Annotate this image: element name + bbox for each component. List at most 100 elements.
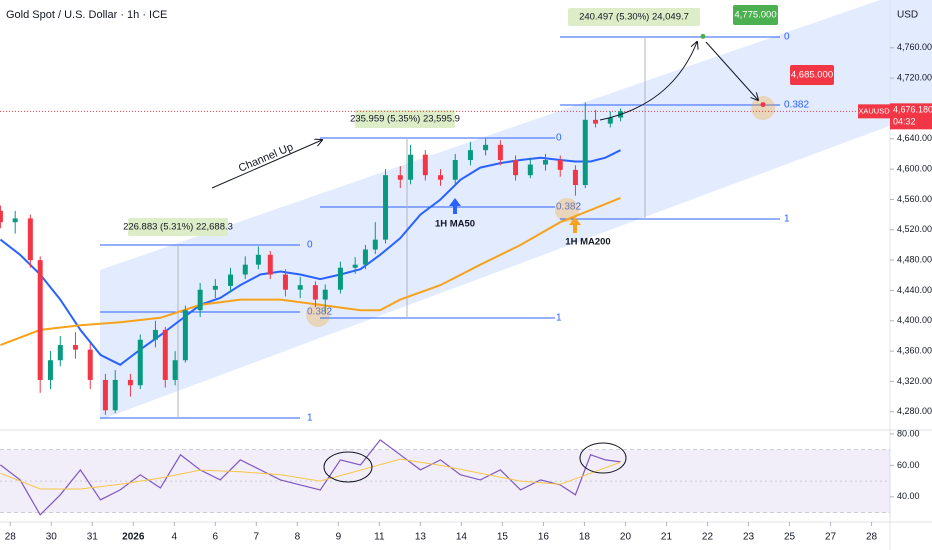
candle-body [162,329,168,380]
target-point [700,33,706,39]
y-tick-label: 4,400.000 [897,315,932,325]
candle-body [297,285,303,290]
x-tick-label: 28 [5,532,17,543]
fib-label: 0 [556,133,562,144]
candle-body [47,360,53,380]
x-tick-label: 21 [661,532,673,543]
candle-body [572,169,578,186]
candle-body [255,254,261,265]
candle-body [102,379,108,411]
candle-body [212,285,218,290]
x-tick-label: 30 [46,532,58,543]
candle-body [137,339,143,386]
highlight [306,303,330,327]
arrow [705,41,758,100]
candle-body [397,175,403,180]
moving-average [0,196,621,347]
fib-label: 0 [307,240,313,251]
target-label: 4,685.000 [791,70,833,81]
countdown: 04:32 [893,117,916,127]
annotation: 1H MA200 [565,237,610,248]
x-tick-label: 8 [295,532,301,543]
candle-body [483,144,489,151]
candle-body [557,160,563,170]
moving-average [0,149,621,366]
y-tick-label: 4,600.000 [897,163,932,173]
fib-label: 0.382 [556,202,581,213]
x-tick-label: 23 [743,532,755,543]
candle-body [282,274,288,290]
fib-label: 1 [556,313,562,324]
y-tick-label: 4,360.000 [897,346,932,356]
symbol-label: XAUUSD [858,106,890,115]
candle-body [467,150,473,161]
fib-label: 1 [784,214,790,225]
symbol-box [858,104,890,119]
x-tick-label: 11 [374,532,385,543]
x-tick-label: 20 [620,532,632,543]
x-tick-label: 15 [497,532,509,543]
candle-body [182,310,188,361]
candle-body [383,175,389,240]
highlight [555,198,579,222]
rsi-highlight [579,442,627,474]
fib-label: 0 [784,32,790,43]
rsi-highlight [323,451,373,483]
x-tick-label: 22 [702,532,714,543]
x-tick-label: 4 [172,532,178,543]
candle-body [582,119,588,186]
candle-body [352,264,358,268]
price-label: 4,676.180 [893,105,932,115]
rsi-line [0,439,621,516]
x-tick-label: 13 [415,532,427,543]
candle-body [452,160,458,180]
candle-body [497,144,503,161]
rsi-line [0,458,621,490]
y-tick-label: 4,760.000 [897,42,932,52]
arrow [211,140,322,189]
measure-label: 240.497 (5.30%) 24,049.7 [579,12,689,23]
candle-body [37,260,43,380]
candle-body [57,345,63,361]
target-point [760,102,766,108]
measure-box [128,218,228,236]
fib-label: 1 [307,413,313,424]
fib-label: 0.382 [784,100,809,111]
candle-body [152,329,158,340]
candle-body [87,349,93,380]
candle-body [12,218,18,223]
chart-title: Gold Spot / U.S. Dollar · 1h · ICE [6,9,167,21]
rsi-tick-label: 40.00 [897,491,920,501]
candle-body [513,160,519,176]
y-tick-label: 4,480.000 [897,254,932,264]
measure-label: 235.959 (5.35%) 23,595.9 [350,114,460,125]
target-box [790,65,834,85]
measure-box [568,8,700,26]
arrow [599,42,697,121]
candle-body [372,239,378,250]
x-tick-label: 28 [866,532,878,543]
rsi-tick-label: 60.00 [897,460,920,470]
candle-body [437,175,443,180]
x-tick-label: 14 [456,532,468,543]
candle-body [197,289,203,311]
candle-body [27,218,33,261]
highlight [751,96,775,120]
candle-body [362,249,368,265]
y-tick-label: 4,440.000 [897,285,932,295]
measure-box [355,110,455,128]
candle-body [267,254,273,275]
currency: USD [897,10,918,21]
target-label: 4,775.000 [734,10,776,21]
annotation: 1H MA50 [435,219,475,230]
x-tick-label: 18 [579,532,591,543]
candle-body [72,345,78,350]
fib-label: 0.382 [307,307,332,318]
rsi-tick-label: 80.00 [897,428,920,438]
candle-body [312,285,318,300]
candle-body [242,264,248,275]
candle-body [593,119,599,124]
candle-body [172,360,178,380]
candle-body [337,267,343,290]
y-tick-label: 4,320.000 [897,376,932,386]
